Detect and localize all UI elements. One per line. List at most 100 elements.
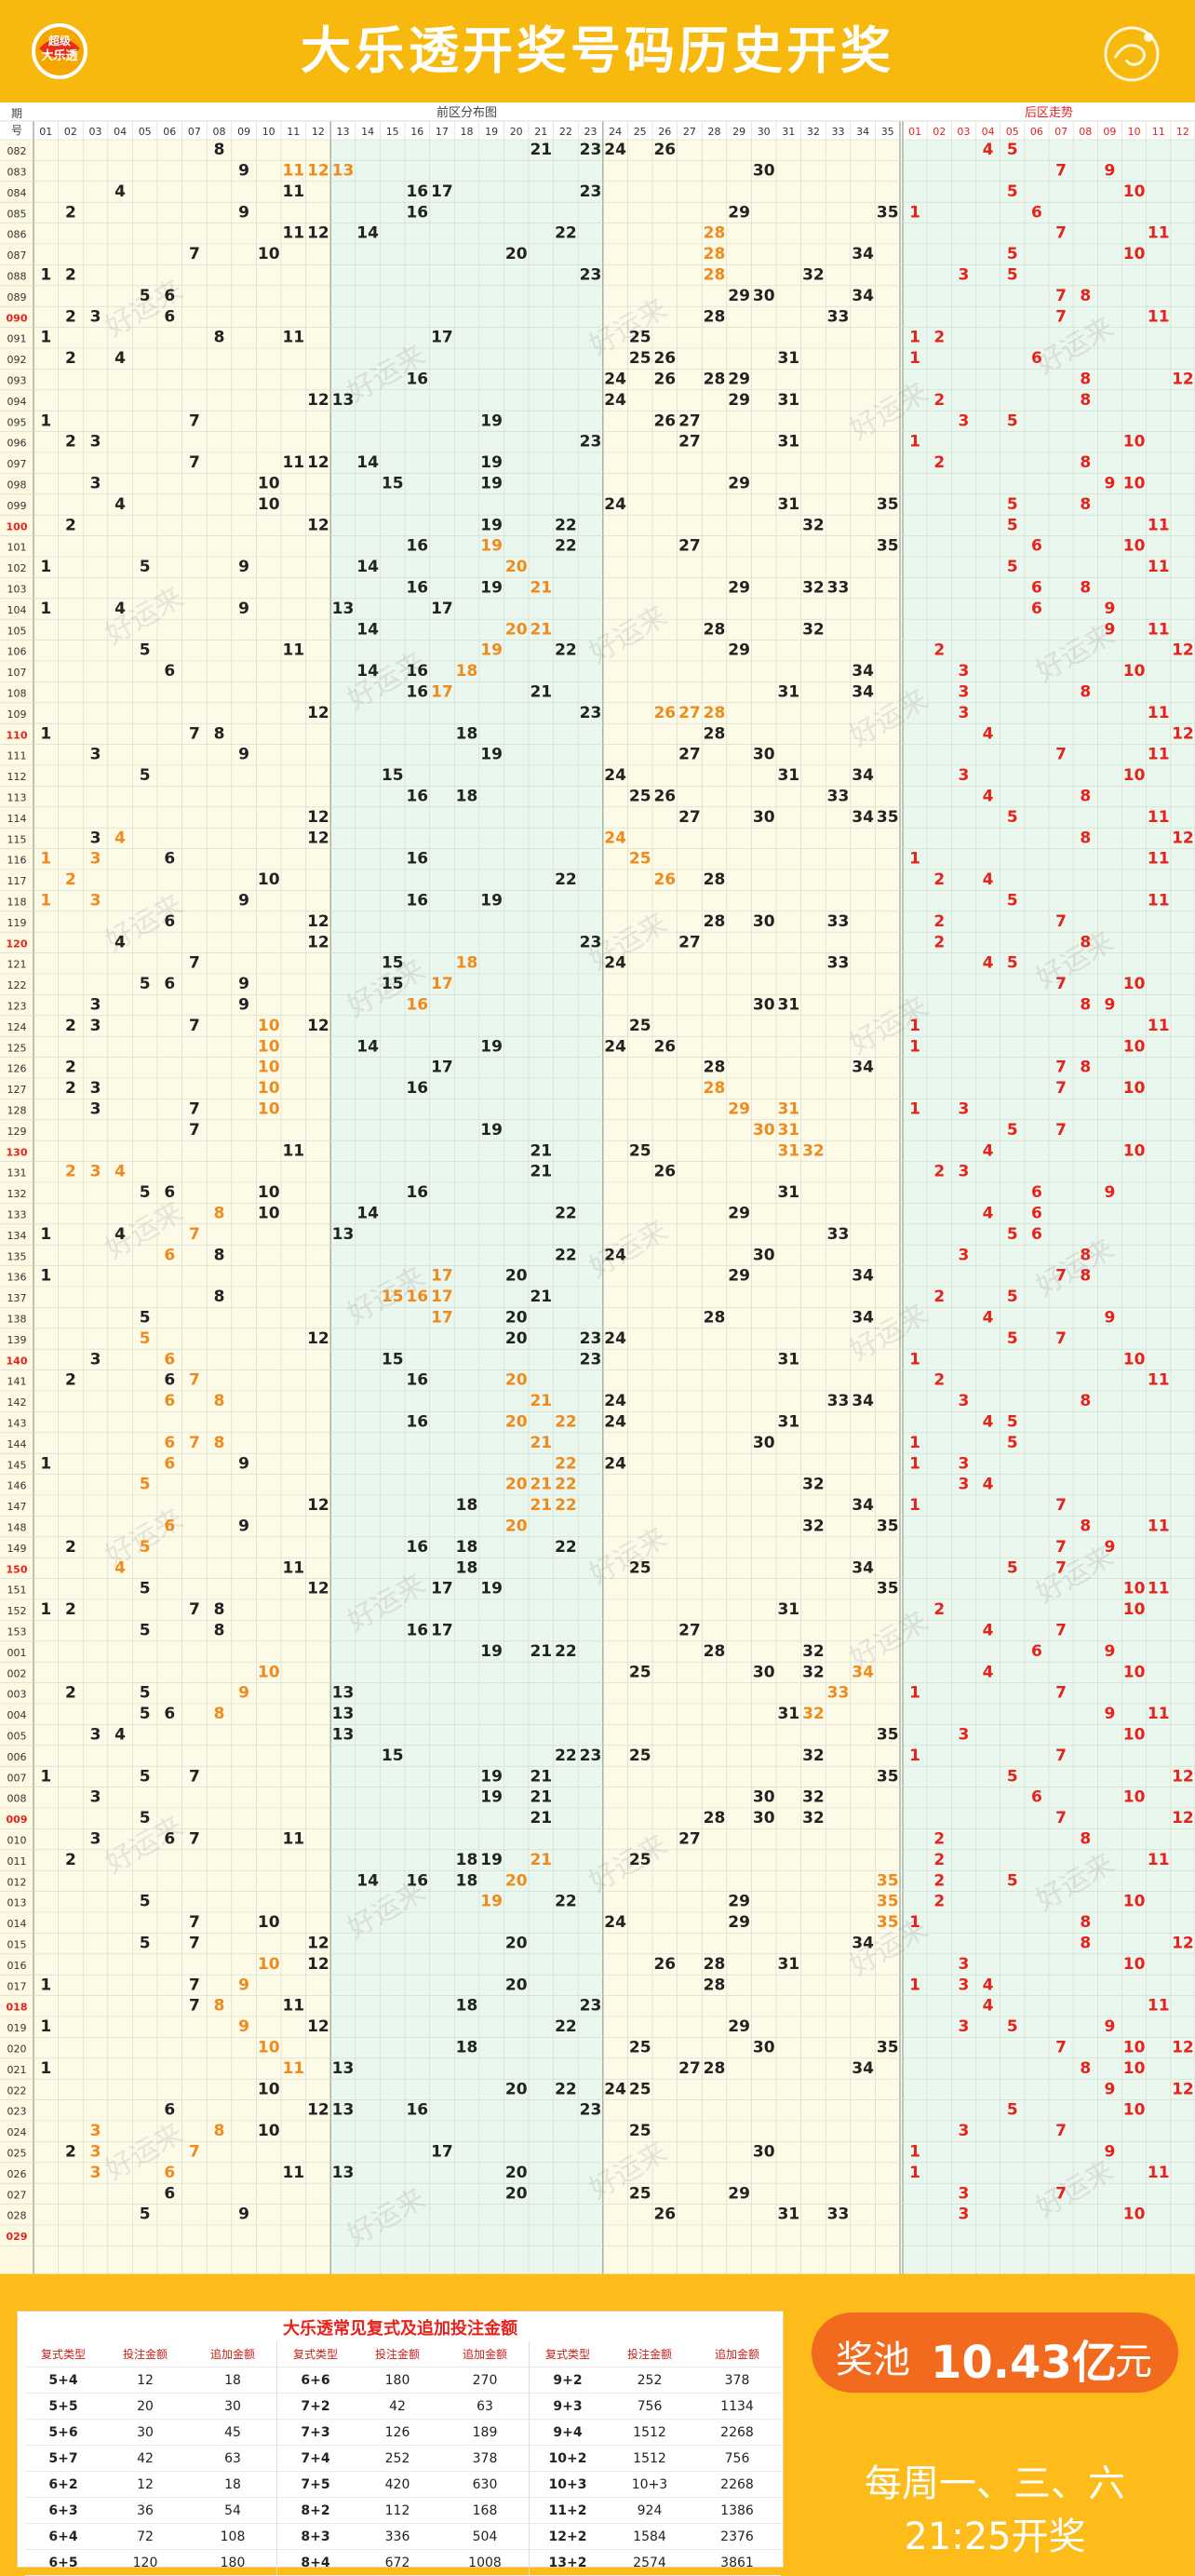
front-ball: 2: [65, 349, 76, 368]
front-ball: 22: [555, 1413, 577, 1432]
issue-number: 100: [7, 520, 28, 533]
front-ball: 25: [629, 788, 651, 806]
front-ball: 24: [604, 495, 626, 514]
front-ball: 10: [258, 1663, 280, 1681]
front-ball: 3: [90, 892, 101, 910]
issue-number: 146: [7, 1480, 27, 1492]
issue-number: 121: [7, 959, 27, 971]
back-ball: 7: [1055, 1059, 1067, 1077]
front-ball: 3: [90, 307, 101, 326]
back-ball: 2: [933, 1871, 945, 1890]
back-ball: 10: [1123, 1726, 1146, 1745]
back-ball: 1: [909, 1454, 920, 1473]
front-ball: 22: [555, 2017, 577, 2036]
back-col-label: 06: [1030, 126, 1043, 138]
prize-add-amount: 756: [693, 2445, 781, 2472]
prize-col-header: 投注金额: [606, 2341, 693, 2367]
front-ball: 12: [307, 808, 329, 827]
front-ball: 25: [629, 1747, 651, 1765]
front-ball: 10: [258, 1017, 280, 1035]
back-ball: 5: [1007, 954, 1018, 973]
prize-add-amount: 630: [441, 2471, 530, 2498]
prize-add-amount: 2268: [693, 2419, 781, 2446]
front-ball: 28: [704, 1642, 726, 1661]
front-ball: 11: [282, 641, 304, 660]
front-ball: 1: [40, 850, 51, 869]
front-col-label: 24: [609, 126, 622, 138]
issue-number: 110: [7, 729, 28, 741]
back-ball: 11: [1148, 746, 1170, 764]
page-title: 大乐透开奖号码历史开奖: [301, 21, 894, 80]
issue-number: 089: [7, 291, 27, 303]
front-ball: 34: [852, 245, 874, 263]
front-ball: 12: [307, 1496, 329, 1515]
issue-number: 142: [7, 1396, 27, 1409]
draw-schedule-time: 21:25开奖: [904, 2515, 1086, 2558]
front-ball: 29: [728, 287, 750, 305]
back-ball: 5: [1007, 892, 1018, 910]
back-ball: 5: [1007, 1767, 1018, 1786]
front-ball: 31: [777, 1413, 799, 1432]
front-ball: 8: [214, 1600, 225, 1619]
front-ball: 33: [827, 954, 850, 973]
back-ball: 11: [1148, 1705, 1170, 1723]
front-ball: 31: [777, 495, 799, 514]
back-ball: 10: [1123, 1600, 1146, 1619]
front-ball: 17: [431, 182, 453, 201]
front-ball: 32: [802, 579, 825, 598]
back-ball: 10: [1123, 537, 1146, 556]
front-ball: 32: [802, 1788, 825, 1807]
back-ball: 4: [983, 1413, 994, 1432]
front-ball: 11: [282, 329, 304, 347]
front-ball: 16: [406, 1871, 428, 1890]
front-ball: 9: [238, 600, 249, 618]
front-ball: 10: [258, 1059, 280, 1077]
front-ball: 6: [164, 287, 175, 305]
front-ball: 29: [728, 475, 750, 493]
issue-number: 023: [7, 2106, 27, 2118]
front-ball: 9: [238, 203, 249, 222]
back-ball: 9: [1104, 2080, 1115, 2098]
front-ball: 29: [728, 1205, 750, 1223]
front-ball: 1: [40, 1454, 51, 1473]
front-ball: 13: [332, 2059, 355, 2078]
front-ball: 5: [140, 1309, 151, 1328]
front-ball: 28: [704, 1976, 726, 1994]
prize-bet-amount: 12: [101, 2471, 189, 2498]
prize-bet-amount: 1512: [606, 2445, 693, 2472]
issue-number: 092: [7, 354, 27, 366]
front-ball: 23: [580, 933, 602, 951]
issue-number: 091: [7, 333, 27, 345]
front-ball: 35: [877, 1893, 899, 1911]
back-ball: 5: [1007, 2017, 1018, 2036]
back-ball: 8: [1080, 933, 1091, 951]
front-ball: 32: [802, 1663, 825, 1681]
front-ball: 10: [258, 2080, 280, 2098]
front-ball: 7: [189, 1767, 200, 1786]
back-ball: 8: [1080, 683, 1091, 702]
front-ball: 29: [728, 391, 750, 410]
front-ball: 15: [382, 475, 404, 493]
prize-type: 6+4: [25, 2523, 101, 2550]
back-ball: 3: [958, 1955, 969, 1974]
back-ball: 3: [958, 266, 969, 285]
prize-type: 7+4: [276, 2445, 354, 2472]
prize-add-amount: 1386: [693, 2497, 781, 2524]
back-ball: 8: [1080, 391, 1091, 410]
front-ball: 19: [480, 1851, 503, 1869]
prize-type: 9+4: [529, 2419, 606, 2446]
front-ball: 30: [753, 912, 775, 931]
issue-number: 123: [7, 1001, 27, 1013]
back-ball: 12: [1172, 2039, 1194, 2057]
back-zone-header: 后区走势: [1025, 105, 1073, 120]
issue-number: 014: [7, 1918, 27, 1930]
front-col-label: 33: [832, 126, 845, 138]
back-ball: 5: [1007, 1434, 1018, 1452]
back-ball: 3: [958, 411, 969, 430]
front-ball: 31: [777, 1350, 799, 1369]
front-ball: 6: [164, 1517, 175, 1536]
front-ball: 20: [505, 1976, 528, 1994]
front-ball: 25: [629, 349, 651, 368]
front-ball: 20: [505, 245, 528, 263]
